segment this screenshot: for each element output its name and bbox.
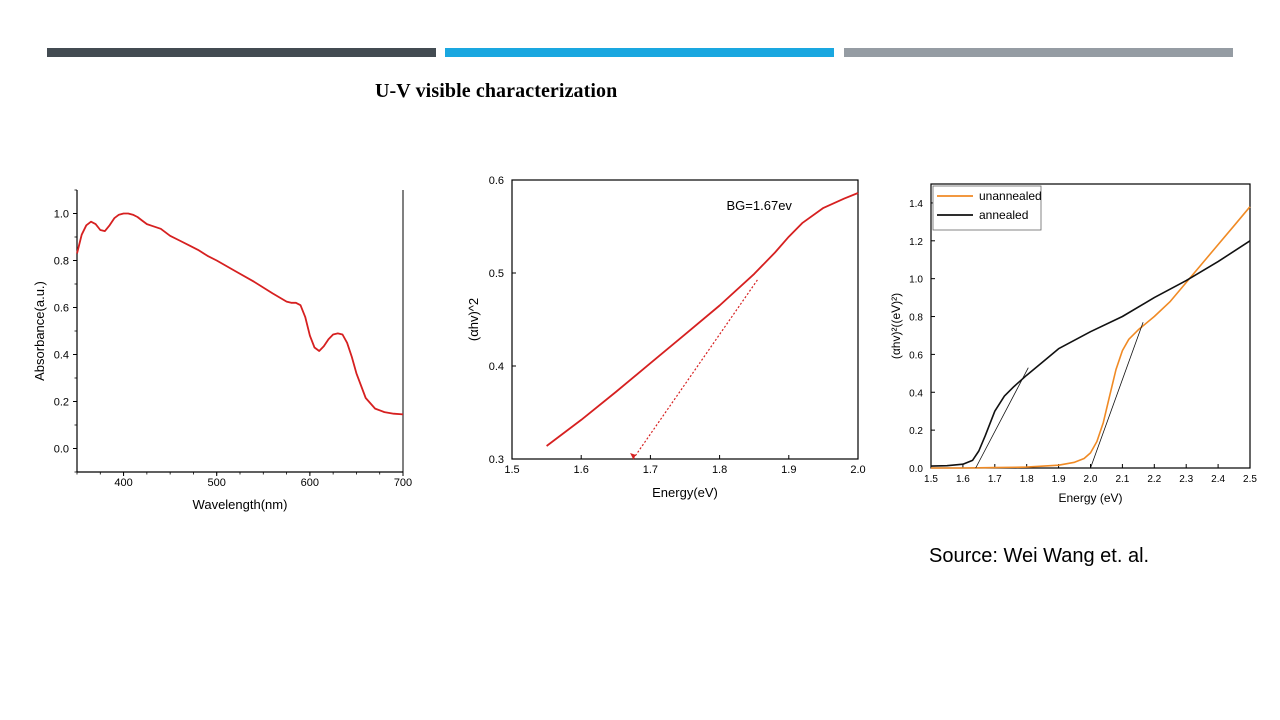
x-axis-label: Energy(eV) (652, 485, 718, 500)
x-tick-label: 500 (208, 477, 226, 489)
y-tick-label: 0.8 (909, 313, 923, 324)
y-axis-label: Absorbance(a.u.) (32, 281, 47, 381)
y-tick-label: 0.2 (909, 426, 923, 437)
legend-box (932, 185, 1042, 231)
x-tick-label: 2.0 (1084, 474, 1098, 485)
series-line (76, 212, 404, 416)
x-axis-label: Energy (eV) (1058, 491, 1122, 505)
y-tick-label: 0.4 (54, 350, 69, 362)
legend-label: unannealed (979, 189, 1042, 203)
y-tick-label: 0.6 (489, 175, 504, 187)
y-tick-label: 0.6 (909, 350, 923, 361)
y-tick-label: 0.8 (54, 256, 69, 268)
y-tick-label: 0.0 (54, 444, 69, 456)
plot-frame (511, 179, 859, 460)
y-tick-label: 0.3 (489, 454, 504, 466)
x-tick-label: 1.9 (1052, 474, 1066, 485)
y-tick-label: 1.0 (909, 275, 923, 286)
x-tick-label: 2.5 (1243, 474, 1257, 485)
x-tick-label: 1.8 (712, 464, 727, 476)
series-line-annealed (930, 240, 1251, 467)
x-tick-label: 1.6 (574, 464, 589, 476)
y-tick-label: 1.2 (909, 237, 923, 248)
x-tick-label: 400 (114, 477, 132, 489)
absorbance-chart: 400 500 600 700 0.0 0.2 0.4 0.6 0.8 1.0 Wavelength… (32, 189, 412, 512)
series-line-unannealed (931, 206, 1251, 469)
x-tick-label: 600 (301, 477, 319, 489)
legend-label: annealed (979, 208, 1028, 222)
x-tick-label: 2.0 (850, 464, 865, 476)
x-tick-label: 1.7 (643, 464, 658, 476)
y-tick-label: 0.4 (909, 388, 923, 399)
x-tick-label: 1.7 (988, 474, 1002, 485)
y-tick-label: 1.4 (909, 199, 923, 210)
x-tick-label: 2.1 (1115, 474, 1129, 485)
x-tick-label: 1.6 (956, 474, 970, 485)
source-citation: Source: Wei Wang et. al. (929, 545, 1150, 567)
tangent-line (975, 367, 1029, 469)
y-axis-label: (αhv)^2 (466, 298, 481, 341)
slide-title: U-V visible characterization (375, 80, 618, 102)
x-tick-label: 1.9 (781, 464, 796, 476)
band-gap-annotation: BG=1.67ev (727, 198, 793, 213)
y-tick-label: 1.0 (54, 209, 69, 221)
y-tick-label: 0.6 (54, 303, 69, 315)
x-tick-label: 1.5 (924, 474, 938, 485)
y-tick-label: 0.0 (909, 464, 923, 475)
y-tick-label: 0.5 (489, 268, 504, 280)
annealing-comparison-chart: 1.5 1.6 1.7 1.8 1.9 2.0 2.1 2.2 2.3 2.4 2.5 0.0 0.2 0… (889, 183, 1257, 505)
series-line (546, 192, 859, 447)
y-tick-label: 0.2 (54, 397, 69, 409)
x-tick-label: 2.4 (1211, 474, 1225, 485)
extrapolation-line (632, 279, 759, 460)
x-tick-label: 1.8 (1020, 474, 1034, 485)
tangent-line (1090, 322, 1144, 469)
x-tick-label: 2.3 (1179, 474, 1193, 485)
x-axis-label: Wavelength(nm) (193, 497, 288, 512)
x-tick-label: 700 (394, 477, 412, 489)
x-tick-label: 2.2 (1147, 474, 1161, 485)
header-bar-blue (445, 48, 834, 57)
y-tick-label: 0.4 (489, 361, 504, 373)
intercept-arrow (630, 453, 637, 459)
y-axis-label: (αhv)²((eV)²) (889, 293, 903, 359)
header-bar-grey (844, 48, 1233, 57)
tauc-plot-chart: 1.5 1.6 1.7 1.8 1.9 2.0 0.3 0.4 0.5 0.6 Energy(eV)… (466, 175, 866, 500)
x-tick-label: 1.5 (504, 464, 519, 476)
header-bar-dark (47, 48, 436, 57)
